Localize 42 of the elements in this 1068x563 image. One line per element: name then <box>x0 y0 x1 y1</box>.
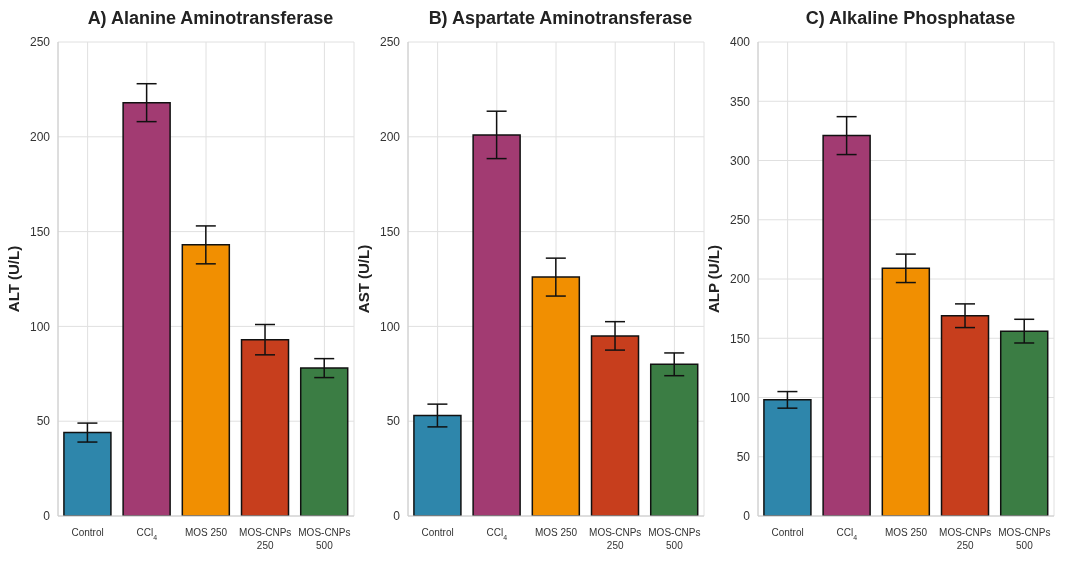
x-tick-label: MOS 250 <box>534 527 578 538</box>
y-tick-label: 250 <box>729 213 751 228</box>
x-tick-label: MOS-CNPs 250 <box>239 527 292 551</box>
y-tick-label: 200 <box>379 130 401 145</box>
y-tick-label: 250 <box>379 35 401 50</box>
y-tick-label: 0 <box>393 509 401 524</box>
chart-title: A) Alanine Aminotransferase <box>86 8 335 30</box>
y-tick-label: 50 <box>386 414 401 429</box>
y-tick-label: 0 <box>743 509 751 524</box>
y-tick-label: 250 <box>29 35 51 50</box>
x-tick-label: MOS-CNPs 500 <box>998 527 1051 551</box>
y-tick-label: 150 <box>29 224 51 239</box>
x-tick-label: MOS-CNPs 250 <box>939 527 992 551</box>
x-tick-label: Control <box>421 527 454 538</box>
y-tick-label: 300 <box>729 153 751 168</box>
y-axis-title: AST (U/L) <box>355 244 373 314</box>
y-tick-label: 150 <box>729 331 751 346</box>
y-tick-label: 100 <box>729 390 751 405</box>
x-tick-label: MOS 250 <box>884 527 928 538</box>
y-tick-label: 200 <box>29 130 51 145</box>
y-axis-title: ALT (U/L) <box>5 245 23 313</box>
x-tick-label: MOS 250 <box>184 527 228 538</box>
y-tick-label: 350 <box>729 94 751 109</box>
y-tick-label: 100 <box>379 319 401 334</box>
x-tick-label: Control <box>771 527 804 538</box>
x-tick-label: MOS-CNPs 500 <box>298 527 351 551</box>
y-tick-label: 100 <box>29 319 51 334</box>
y-tick-label: 0 <box>43 509 51 524</box>
x-tick-label: MOS-CNPs 500 <box>648 527 701 551</box>
y-tick-label: 400 <box>729 35 751 50</box>
x-tick-label: CCl$_{4}$ <box>836 527 858 541</box>
y-axis-title: ALP (U/L) <box>705 244 723 314</box>
x-tick-label: Control <box>71 527 104 538</box>
x-tick-label: CCl$_{4}$ <box>136 527 158 541</box>
x-tick-label: MOS-CNPs 250 <box>589 527 642 551</box>
y-tick-label: 50 <box>736 450 751 465</box>
x-tick-label: CCl$_{4}$ <box>486 527 508 541</box>
y-tick-label: 50 <box>36 414 51 429</box>
chart-title: B) Aspartate Aminotransferase <box>427 8 694 30</box>
y-tick-label: 150 <box>379 224 401 239</box>
y-tick-label: 200 <box>729 272 751 287</box>
chart-title: C) Alkaline Phosphatase <box>804 8 1017 30</box>
